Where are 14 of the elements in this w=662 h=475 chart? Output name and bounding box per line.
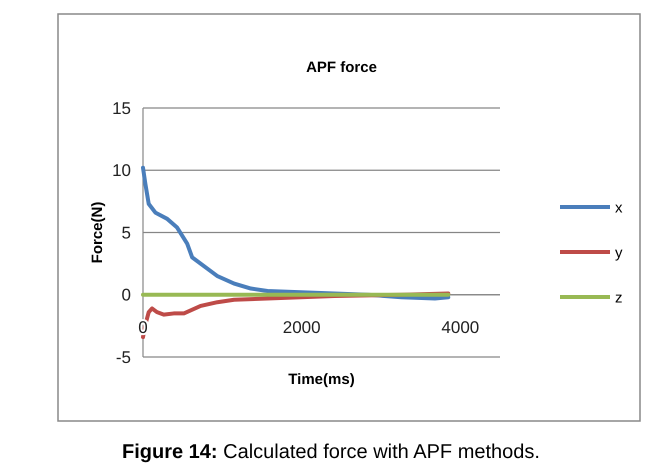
caption: Figure 14: Calculated force with APF methods. [122,441,540,463]
chart-title: APF force [306,59,377,76]
y-tick-label: 0 [122,286,131,305]
y-tick-label: 10 [112,161,131,180]
legend-label: z [615,289,622,306]
y-tick-label: 5 [122,223,131,242]
x-tick-label: 2000 [282,318,321,337]
x-axis-title: Time(ms) [288,371,355,388]
legend-label: x [615,199,623,216]
legend-label: y [615,244,623,262]
y-tick-label: -5 [116,348,131,367]
y-tick-label: 15 [112,98,131,118]
x-tick-label: 4000 [441,318,480,337]
y-axis-title: Force(N) [89,202,106,264]
